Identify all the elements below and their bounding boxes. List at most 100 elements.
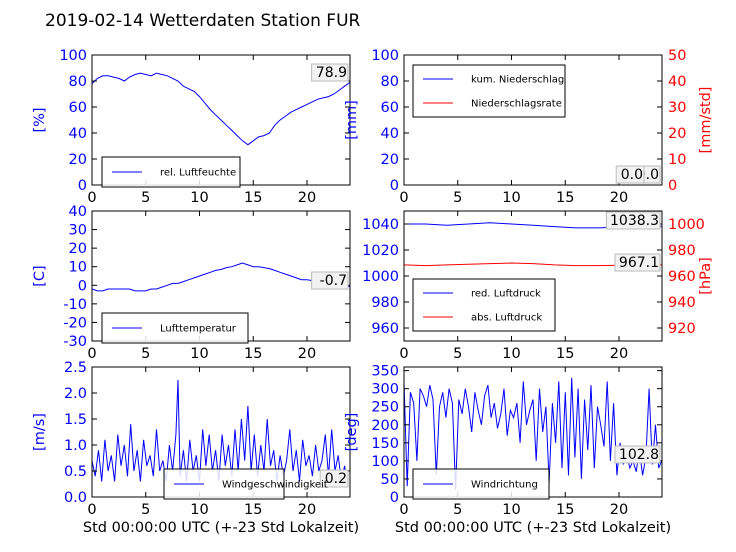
y-right-tick-label: 920 [668,321,696,337]
x-tick-label: 5 [141,190,150,206]
y-tick-label: 0 [78,278,87,294]
x-tick-label: 20 [610,190,628,206]
y-tick-label: 50 [381,472,399,488]
x-tick-label: 0 [87,190,96,206]
figure-title: 2019-02-14 Wetterdaten Station FUR [45,11,361,31]
y-tick-label: 1020 [362,243,399,259]
panel-pressure: 0 5 10 15 20 960 980 1000 1020 1040 920 940 960 980 10… [362,210,714,362]
panel-windspeed: 0 5 10 15 20 0.0 0.5 1.0 1.5 2.0 2.5 [m/s] 0.2Windge… [32,360,351,518]
legend-label: kum. Niederschlag [471,75,564,86]
panel-temperature: 0 5 10 15 20 -30 -20 -10 0 10 20 30 40 [C] -0.7 Lufttem… [32,204,351,362]
x-tick-label: 0 [399,502,408,518]
value-annotation: 78.9 [316,65,347,81]
value-annotation-box [605,211,661,230]
legend-label: red. Luftdruck [471,289,541,300]
legend-label: Lufttemperatur [160,324,237,335]
y-tick-label: 150 [371,436,399,452]
x-tick-label: 0 [399,190,408,206]
y-tick-label: 30 [69,223,87,239]
y-tick-label: 80 [381,74,399,90]
y-tick-label: 300 [371,382,399,398]
legend-label: rel. Luftfeuchte [160,168,236,179]
value-annotation-box [311,271,349,290]
x-axis-label-left: Std 00:00:00 UTC (+-23 Std Lokalzeit) [83,520,359,536]
x-tick-label: 15 [244,346,262,362]
x-tick-label: 20 [298,502,316,518]
y-axis-label: [C] [32,265,48,286]
x-tick-label: 20 [298,346,316,362]
x-tick-label: 0 [399,346,408,362]
x-tick-label: 0 [87,346,96,362]
y-tick-label: 100 [371,454,399,470]
legend: Windrichtung [412,468,550,500]
value-annotation-box [319,469,349,488]
legend-label: abs. Luftdruck [471,313,542,324]
x-tick-label: 5 [453,346,462,362]
x-tick-label: 10 [502,190,520,206]
legend-label: Windgeschwindigkeit [222,480,328,491]
y-right-axis-label: [hPa] [698,257,714,294]
value-annotation-box [311,63,349,82]
y-tick-label: 10 [69,260,87,276]
y-tick-label: 20 [69,152,87,168]
x-tick-label: 5 [453,502,462,518]
y-tick-label: 200 [371,418,399,434]
y-tick-label: 1.5 [64,412,87,428]
y-tick-label: 40 [381,126,399,142]
y-tick-label: 80 [69,74,87,90]
y-right-tick-label: 40 [668,74,686,90]
y-axis-label: [%] [32,107,48,132]
x-tick-label: 10 [190,502,208,518]
y-tick-label: 100 [371,48,399,64]
y-right-tick-label: 30 [668,100,686,116]
x-axis-label-right: Std 00:00:00 UTC (+-23 Std Lokalzeit) [395,520,671,536]
series-line-1 [92,262,350,292]
y-tick-label: 980 [371,295,399,311]
y-right-axis-label: [mm/std] [698,87,714,154]
y-right-tick-label: 20 [668,126,686,142]
y-tick-label: 960 [371,321,399,337]
legend-frame [412,64,566,118]
y-axis-label: [deg] [344,413,360,452]
x-tick-label: 5 [453,190,462,206]
y-tick-label: 20 [381,152,399,168]
x-tick-label: 20 [610,502,628,518]
y-tick-label: -20 [63,315,87,331]
y-axis-label: [mm] [344,100,360,140]
y-tick-label: -30 [63,334,87,350]
y-tick-label: 40 [69,204,87,220]
y-tick-label: 100 [59,48,87,64]
y-tick-label: 0.5 [64,464,87,480]
value-annotation-box [614,253,661,272]
x-tick-label: 15 [556,346,574,362]
y-right-tick-label: 50 [668,48,686,64]
y-axis-label: [m/s] [32,413,48,451]
x-tick-label: 15 [244,502,262,518]
value-annotation: -0.7 [320,273,347,289]
y-tick-label: 20 [69,241,87,257]
panel-precipitation: 0 5 10 15 20 0 20 40 60 80 100 [mm] 0 10 20 30 40 50 [mm/s… [344,48,714,206]
legend: Lufttemperatur [101,312,249,344]
x-tick-label: 20 [610,346,628,362]
panel-humidity: 0 5 10 15 20 0 20 40 60 80 100 [%] 78.9 rel. Luftfeuc… [32,48,351,206]
series-line-1 [92,72,350,146]
plot-frame [403,54,663,186]
y-right-tick-label: 940 [668,295,696,311]
x-tick-label: 10 [190,346,208,362]
panel-winddirection: 0 5 10 15 20050100150200250300350[deg]102.8W… [344,364,663,518]
y-tick-label: 250 [371,400,399,416]
value-annotation-box [615,165,645,184]
value-annotation: 0.2 [325,471,347,487]
value-annotation: 102.8 [619,447,659,463]
y-right-tick-label: 980 [668,243,696,259]
legend-label: Windrichtung [471,480,538,491]
value-annotation: 967.1 [619,255,659,271]
legend: kum. Niederschlag Niederschlagsrate [412,64,566,118]
legend-label: Niederschlagsrate [471,99,562,110]
legend: rel. Luftfeuchte [101,156,241,188]
x-tick-label: 10 [502,346,520,362]
y-right-tick-label: 0 [668,178,677,194]
y-tick-label: 350 [371,364,399,380]
y-tick-label: 1040 [362,217,399,233]
